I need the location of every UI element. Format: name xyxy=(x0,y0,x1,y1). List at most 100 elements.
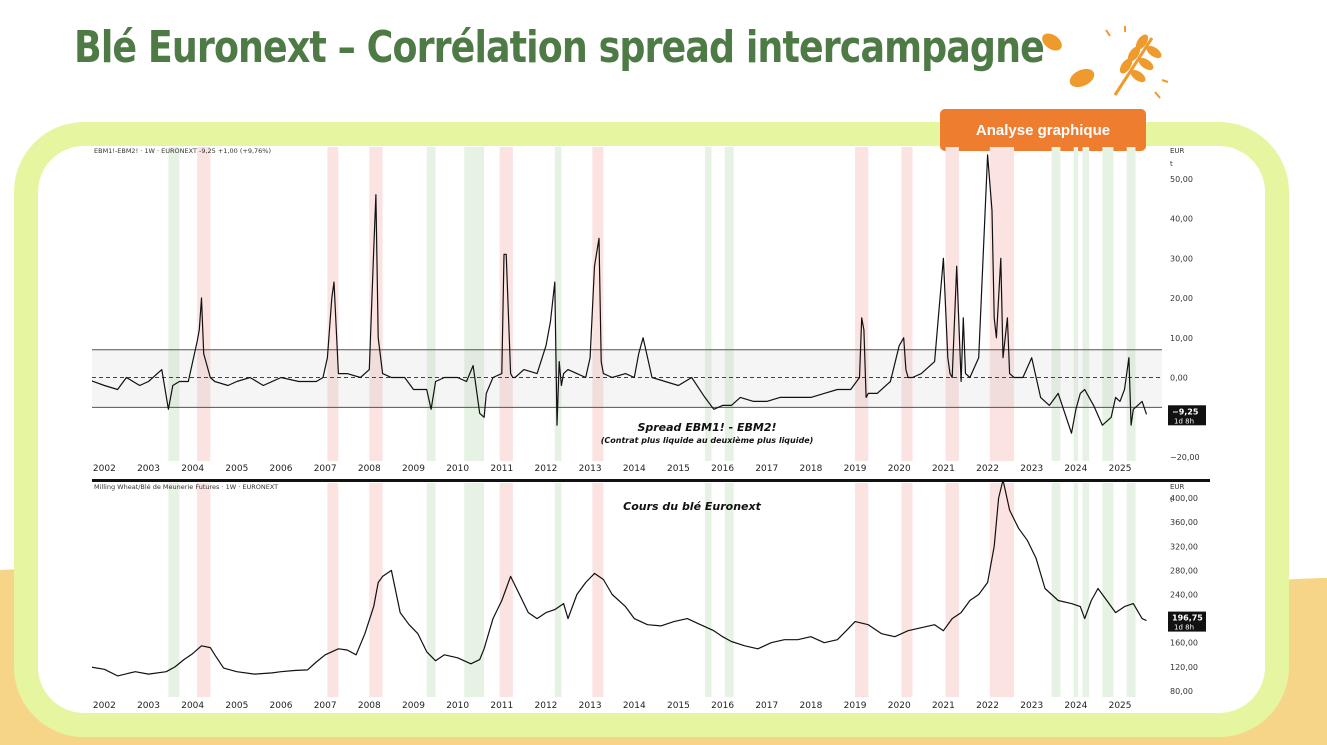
x-tick-label: 2003 xyxy=(137,701,160,711)
x-tick-label: 2012 xyxy=(535,464,558,474)
y-tick-label: 0,00 xyxy=(1170,374,1188,383)
green-shade-band xyxy=(1051,483,1061,697)
green-shade-band xyxy=(554,147,562,461)
y-tick-label: 40,00 xyxy=(1170,215,1193,224)
red-shade-band xyxy=(855,483,869,697)
analysis-badge: Analyse graphique xyxy=(940,109,1146,151)
green-shade-band xyxy=(704,147,712,461)
x-tick-label: 2005 xyxy=(225,464,248,474)
x-tick-label: 2020 xyxy=(888,464,911,474)
green-shade-band xyxy=(1082,483,1090,697)
last-value-tag xyxy=(1168,611,1206,632)
red-shade-band xyxy=(592,483,604,697)
x-tick-label: 2019 xyxy=(844,701,867,711)
x-tick-label: 2017 xyxy=(755,464,778,474)
y-tick-label: 360,00 xyxy=(1170,518,1198,527)
y-tick-label: 320,00 xyxy=(1170,542,1198,551)
red-shade-band xyxy=(197,483,211,697)
series-line xyxy=(92,154,1148,434)
x-tick-label: 2012 xyxy=(535,701,558,711)
y-tick-label: 20,00 xyxy=(1170,294,1193,303)
panel-spread: EBM1!-EBM2! · 1W · EURONEXT -9,25 +1,00 … xyxy=(92,147,1206,474)
x-tick-label: 2005 xyxy=(225,701,248,711)
spread-title: Spread EBM1! - EBM2! xyxy=(637,421,776,434)
y-tick-label: 240,00 xyxy=(1170,591,1198,600)
x-tick-label: 2007 xyxy=(314,464,337,474)
y-tick-label: 160,00 xyxy=(1170,639,1198,648)
panel-separator xyxy=(92,479,1210,482)
red-shade-band xyxy=(901,483,913,697)
x-tick-label: 2023 xyxy=(1020,464,1043,474)
green-shade-band xyxy=(1073,147,1079,461)
x-tick-label: 2018 xyxy=(799,701,822,711)
x-tick-label: 2009 xyxy=(402,464,425,474)
last-value-sub: 1d 8h xyxy=(1174,624,1194,632)
y-tick-label: 30,00 xyxy=(1170,254,1193,263)
x-tick-label: 2025 xyxy=(1109,701,1132,711)
x-tick-label: 2013 xyxy=(579,701,602,711)
x-tick-label: 2021 xyxy=(932,464,955,474)
y-axis-unit-sub: t xyxy=(1170,160,1173,168)
x-tick-label: 2004 xyxy=(181,464,204,474)
red-shade-band xyxy=(327,483,339,697)
green-shade-band xyxy=(1102,147,1114,461)
green-shade-band xyxy=(1082,147,1090,461)
green-shade-band xyxy=(1126,483,1136,697)
spread-subtitle: (Contrat plus liquide au deuxième plus l… xyxy=(601,435,814,445)
green-shade-band xyxy=(704,483,712,697)
panel-header: EBM1!-EBM2! · 1W · EURONEXT -9,25 +1,00 … xyxy=(94,147,271,155)
wheat-icon xyxy=(1105,26,1169,99)
red-shade-band xyxy=(369,483,383,697)
neutral-band xyxy=(92,349,1162,408)
green-shade-band xyxy=(1051,147,1061,461)
x-tick-label: 2022 xyxy=(976,701,999,711)
y-axis-unit: EUR xyxy=(1170,147,1185,155)
y-axis-unit: EUR xyxy=(1170,483,1185,491)
last-value-label: 196,75 xyxy=(1172,614,1203,623)
green-shade-band xyxy=(724,483,734,697)
x-tick-label: 2015 xyxy=(667,464,690,474)
x-tick-label: 2009 xyxy=(402,701,425,711)
green-shade-band xyxy=(1126,147,1136,461)
slide-title: Blé Euronext – Corrélation spread interc… xyxy=(74,22,1045,73)
x-tick-label: 2015 xyxy=(667,701,690,711)
chart-area: EBM1!-EBM2! · 1W · EURONEXT -9,25 +1,00 … xyxy=(92,147,1210,711)
y-tick-label: 280,00 xyxy=(1170,566,1198,575)
red-shade-band xyxy=(855,147,869,461)
x-tick-label: 2014 xyxy=(623,464,646,474)
x-tick-label: 2022 xyxy=(976,464,999,474)
last-value-label: −9,25 xyxy=(1172,407,1199,416)
x-tick-label: 2007 xyxy=(314,701,337,711)
x-tick-label: 2006 xyxy=(270,464,293,474)
y-tick-label: 80,00 xyxy=(1170,687,1193,696)
red-shade-band xyxy=(945,483,959,697)
panel-header: Milling Wheat/Blé de Meunerie Futures · … xyxy=(94,483,278,491)
last-value-tag xyxy=(1168,405,1206,426)
green-shade-band xyxy=(464,483,485,697)
x-tick-label: 2018 xyxy=(799,464,822,474)
green-shade-band xyxy=(168,483,180,697)
y-tick-label: −20,00 xyxy=(1170,453,1200,462)
x-tick-label: 2011 xyxy=(490,701,513,711)
y-axis-unit-sub: t xyxy=(1170,496,1173,504)
y-tick-label: 10,00 xyxy=(1170,334,1193,343)
x-tick-label: 2020 xyxy=(888,701,911,711)
price-title: Cours du blé Euronext xyxy=(623,500,761,513)
y-tick-label: 120,00 xyxy=(1170,663,1198,672)
x-tick-label: 2006 xyxy=(270,701,293,711)
red-shade-band xyxy=(901,147,913,461)
y-tick-label: 50,00 xyxy=(1170,175,1193,184)
panel-price: Milling Wheat/Blé de Meunerie Futures · … xyxy=(92,479,1206,711)
green-shade-band xyxy=(464,147,485,461)
last-value-sub: 1d 8h xyxy=(1174,417,1194,425)
green-shade-band xyxy=(426,483,436,697)
wheat-logo xyxy=(1042,26,1169,99)
x-tick-label: 2019 xyxy=(844,464,867,474)
x-tick-label: 2016 xyxy=(711,464,734,474)
x-tick-label: 2024 xyxy=(1064,464,1087,474)
x-tick-label: 2016 xyxy=(711,701,734,711)
x-tick-label: 2008 xyxy=(358,701,381,711)
x-tick-label: 2013 xyxy=(579,464,602,474)
x-tick-label: 2008 xyxy=(358,464,381,474)
green-shade-band xyxy=(1102,483,1114,697)
